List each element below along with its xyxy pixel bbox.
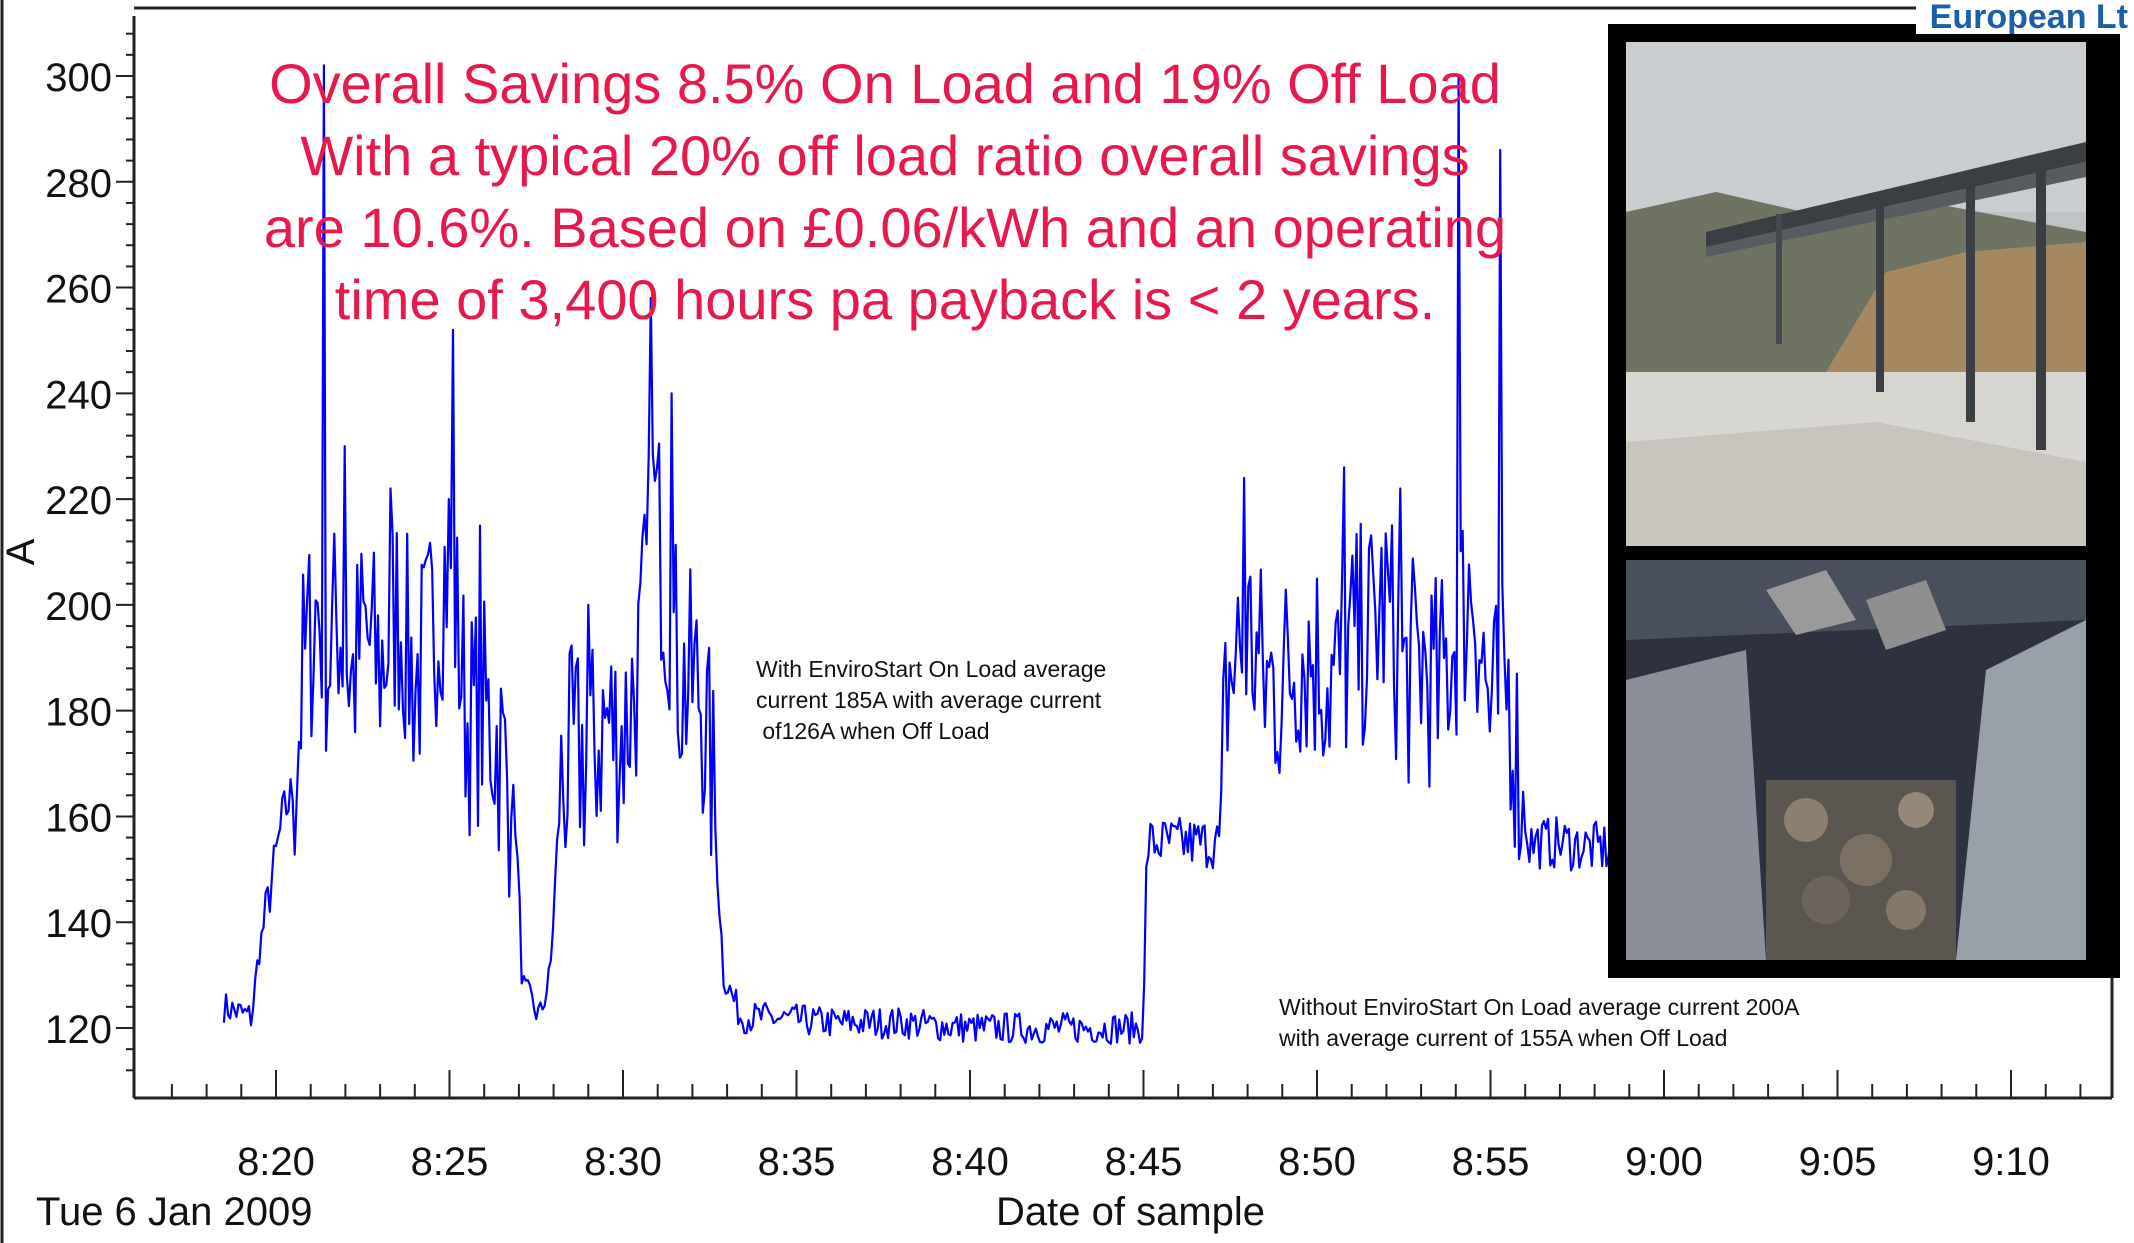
x-tick-label: 9:05 xyxy=(1799,1140,1877,1184)
crusher-photo xyxy=(1626,560,2086,960)
headline-line-1: Overall Savings 8.5% On Load and 19% Off… xyxy=(269,52,1501,115)
x-tick-label: 8:20 xyxy=(237,1140,315,1184)
current-series-line xyxy=(222,64,1612,1045)
x-tick-label: 8:40 xyxy=(931,1140,1009,1184)
x-tick-label: 9:10 xyxy=(1972,1140,2050,1184)
x-tick-label: 8:45 xyxy=(1105,1140,1183,1184)
annotation-without-envirostart: Without EnviroStart On Load average curr… xyxy=(1279,994,1800,1051)
y-tick-label: 160 xyxy=(45,796,112,840)
x-tick-label: 8:25 xyxy=(411,1140,489,1184)
y-tick-label: 180 xyxy=(45,691,112,735)
conveyor-photo xyxy=(1626,42,2086,546)
y-tick-label: 220 xyxy=(45,479,112,523)
headline-savings: Overall Savings 8.5% On Load and 19% Off… xyxy=(190,48,1580,336)
photo-panel xyxy=(1608,24,2120,978)
y-tick-label: 280 xyxy=(45,162,112,206)
brand-logo-text: European Lt xyxy=(1915,0,2134,34)
series-group xyxy=(222,64,1612,1045)
rock-chute-photo-icon xyxy=(1626,560,2086,960)
annotation-with-envirostart: With EnviroStart On Load average current… xyxy=(756,656,1107,744)
y-tick-label: 200 xyxy=(45,585,112,629)
y-tick-label: 260 xyxy=(45,268,112,312)
x-axis-title: Date of sample xyxy=(996,1190,1266,1234)
x-tick-label: 8:50 xyxy=(1278,1140,1356,1184)
date-label: Tue 6 Jan 2009 xyxy=(36,1190,313,1234)
y-axis-label: A xyxy=(0,538,43,565)
y-tick-label: 300 xyxy=(45,56,112,100)
x-tick-label: 8:55 xyxy=(1452,1140,1530,1184)
y-tick-label: 240 xyxy=(45,373,112,417)
y-tick-label: 120 xyxy=(45,1008,112,1052)
conveyor-bridge-photo-icon xyxy=(1626,42,2086,546)
headline-line-4: time of 3,400 hours pa payback is < 2 ye… xyxy=(334,268,1436,331)
tick-group: 120 140 160 180 200 220 240 260 280 300 8:20 8:25 8:… xyxy=(45,32,2082,1184)
x-tick-label: 8:35 xyxy=(758,1140,836,1184)
x-tick-label: 9:00 xyxy=(1625,1140,1703,1184)
headline-line-2: With a typical 20% off load ratio overal… xyxy=(300,124,1470,187)
headline-line-3: are 10.6%. Based on £0.06/kWh and an ope… xyxy=(263,196,1507,259)
x-tick-label: 8:30 xyxy=(584,1140,662,1184)
y-tick-label: 140 xyxy=(45,902,112,946)
